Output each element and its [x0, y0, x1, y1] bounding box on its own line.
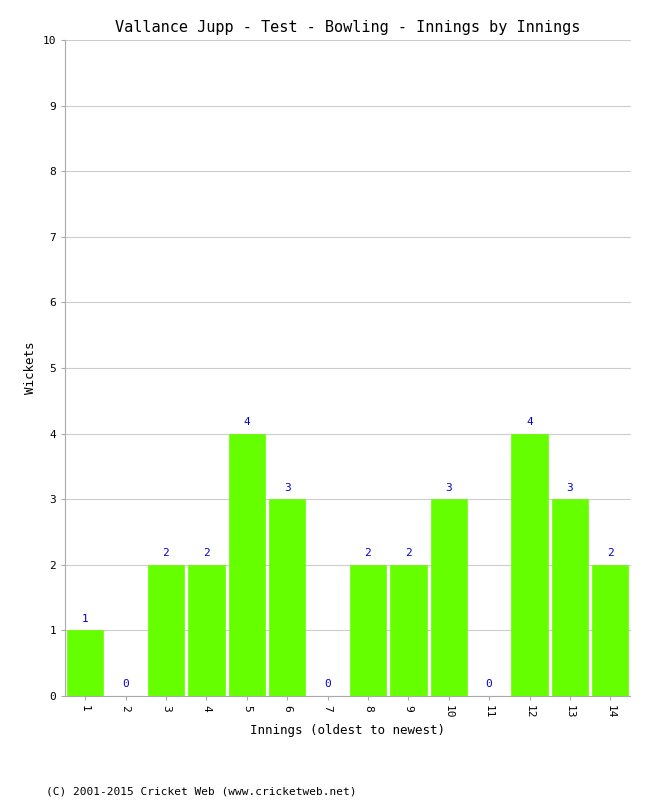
- Text: (C) 2001-2015 Cricket Web (www.cricketweb.net): (C) 2001-2015 Cricket Web (www.cricketwe…: [46, 786, 356, 796]
- Text: 3: 3: [284, 482, 291, 493]
- Text: 2: 2: [405, 548, 411, 558]
- Text: 3: 3: [567, 482, 573, 493]
- Text: 1: 1: [82, 614, 88, 624]
- Text: 3: 3: [445, 482, 452, 493]
- Bar: [512, 434, 548, 696]
- Bar: [552, 499, 588, 696]
- Bar: [188, 565, 224, 696]
- Bar: [430, 499, 467, 696]
- Y-axis label: Wickets: Wickets: [24, 342, 37, 394]
- Bar: [148, 565, 184, 696]
- X-axis label: Innings (oldest to newest): Innings (oldest to newest): [250, 724, 445, 737]
- Bar: [67, 630, 103, 696]
- Text: 0: 0: [486, 679, 493, 690]
- Bar: [229, 434, 265, 696]
- Text: 2: 2: [203, 548, 210, 558]
- Text: 2: 2: [607, 548, 614, 558]
- Text: 0: 0: [122, 679, 129, 690]
- Bar: [390, 565, 426, 696]
- Title: Vallance Jupp - Test - Bowling - Innings by Innings: Vallance Jupp - Test - Bowling - Innings…: [115, 20, 580, 34]
- Text: 4: 4: [243, 417, 250, 427]
- Text: 0: 0: [324, 679, 331, 690]
- Bar: [269, 499, 305, 696]
- Bar: [592, 565, 629, 696]
- Bar: [350, 565, 386, 696]
- Text: 2: 2: [162, 548, 170, 558]
- Text: 2: 2: [365, 548, 371, 558]
- Text: 4: 4: [526, 417, 533, 427]
